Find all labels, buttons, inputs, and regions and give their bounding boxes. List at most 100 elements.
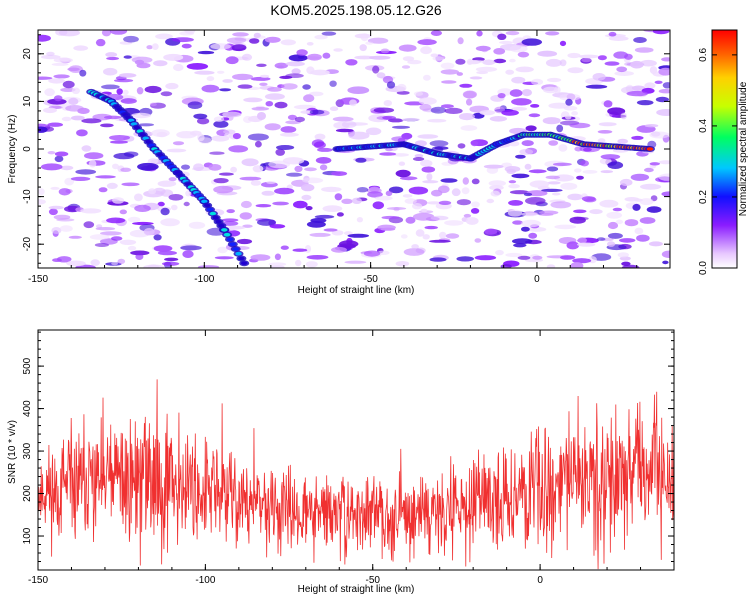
noise-blob [639,59,657,67]
noise-blob [287,114,297,121]
noise-blob [165,82,179,90]
spectrogram-y-axis-label: Frequency (Hz) [7,115,18,184]
noise-blob [396,91,410,95]
noise-blob [444,107,463,114]
noise-blob [493,48,506,55]
noise-blob [356,187,369,193]
noise-blob [48,205,64,210]
noise-blob [566,241,580,250]
noise-blob [620,112,627,120]
noise-blob [392,125,410,129]
noise-blob [151,129,170,138]
noise-blob [421,166,436,173]
noise-blob [116,88,123,95]
noise-blob [661,250,670,258]
noise-blob [285,73,304,78]
snr-x-tick-label: -100 [195,575,215,586]
noise-blob [329,80,337,87]
noise-blob [189,130,202,136]
noise-blob [440,104,454,109]
noise-blob [274,62,288,69]
noise-blob [363,250,381,257]
noise-blob [213,178,229,184]
noise-blob [504,166,521,173]
noise-blob [600,170,613,174]
noise-blob [652,30,670,35]
noise-blob [243,97,263,103]
noise-blob [44,88,55,97]
noise-blob [218,172,234,176]
noise-blob [559,59,567,67]
noise-blob [321,186,342,193]
noise-blob [243,115,253,124]
noise-blob [619,178,633,187]
noise-blob [402,194,413,198]
noise-blob [388,186,404,194]
snr-y-axis-label: SNR (10 * v/v) [7,420,18,484]
noise-blob [250,254,271,261]
noise-blob [505,69,515,75]
noise-blob [304,167,317,172]
noise-blob [553,86,561,94]
ridge-blob [218,224,225,228]
noise-blob [270,265,285,268]
noise-blob [264,123,281,131]
noise-blob [646,206,662,213]
noise-blob [336,212,344,217]
noise-blob [607,161,624,169]
noise-blob [95,38,106,47]
noise-blob [521,212,538,217]
noise-blob [147,158,159,164]
noise-blob [420,46,432,55]
noise-blob [149,102,157,107]
noise-blob [631,85,646,91]
noise-blob [426,201,442,205]
noise-blob [547,181,561,185]
noise-blob [511,76,526,84]
noise-blob [349,99,357,107]
noise-blob [60,87,76,92]
noise-blob [631,135,644,140]
noise-blob [344,231,353,236]
noise-blob [439,231,447,239]
noise-blob [600,154,621,160]
noise-blob [460,125,478,131]
noise-blob [619,238,636,243]
noise-blob [110,140,128,144]
noise-blob [95,175,116,179]
noise-blob [476,30,483,37]
noise-blob [292,248,308,252]
noise-blob [483,164,504,169]
noise-blob [329,106,339,111]
noise-blob [639,217,656,224]
noise-blob [211,135,230,142]
ridge-blob [206,207,214,212]
noise-blob [560,182,578,190]
noise-blob [281,83,298,90]
noise-blob [383,100,392,107]
noise-blob [567,67,584,74]
snr-axes: -150 -100 -50 0 100 200 300 400 500 [22,329,675,586]
noise-blob [314,34,328,40]
noise-blob [230,166,238,173]
noise-blob [239,176,262,181]
noise-blob [231,44,247,52]
noise-blob [294,116,305,123]
noise-blob [95,227,116,231]
noise-blob [456,199,471,206]
noise-blob [521,89,533,97]
noise-blob [479,110,496,116]
noise-blob [160,189,174,197]
noise-blob [521,38,542,46]
noise-blob [60,165,74,171]
noise-blob [354,55,375,60]
colorbar-tick-label: 0.0 [698,261,709,275]
noise-blob [198,265,220,268]
noise-blob [240,200,252,209]
ridge-blob [215,220,222,224]
noise-blob [309,232,331,237]
noise-blob [471,201,480,208]
ridge-blob [232,247,239,251]
noise-blob [210,43,232,50]
noise-blob [597,130,613,134]
